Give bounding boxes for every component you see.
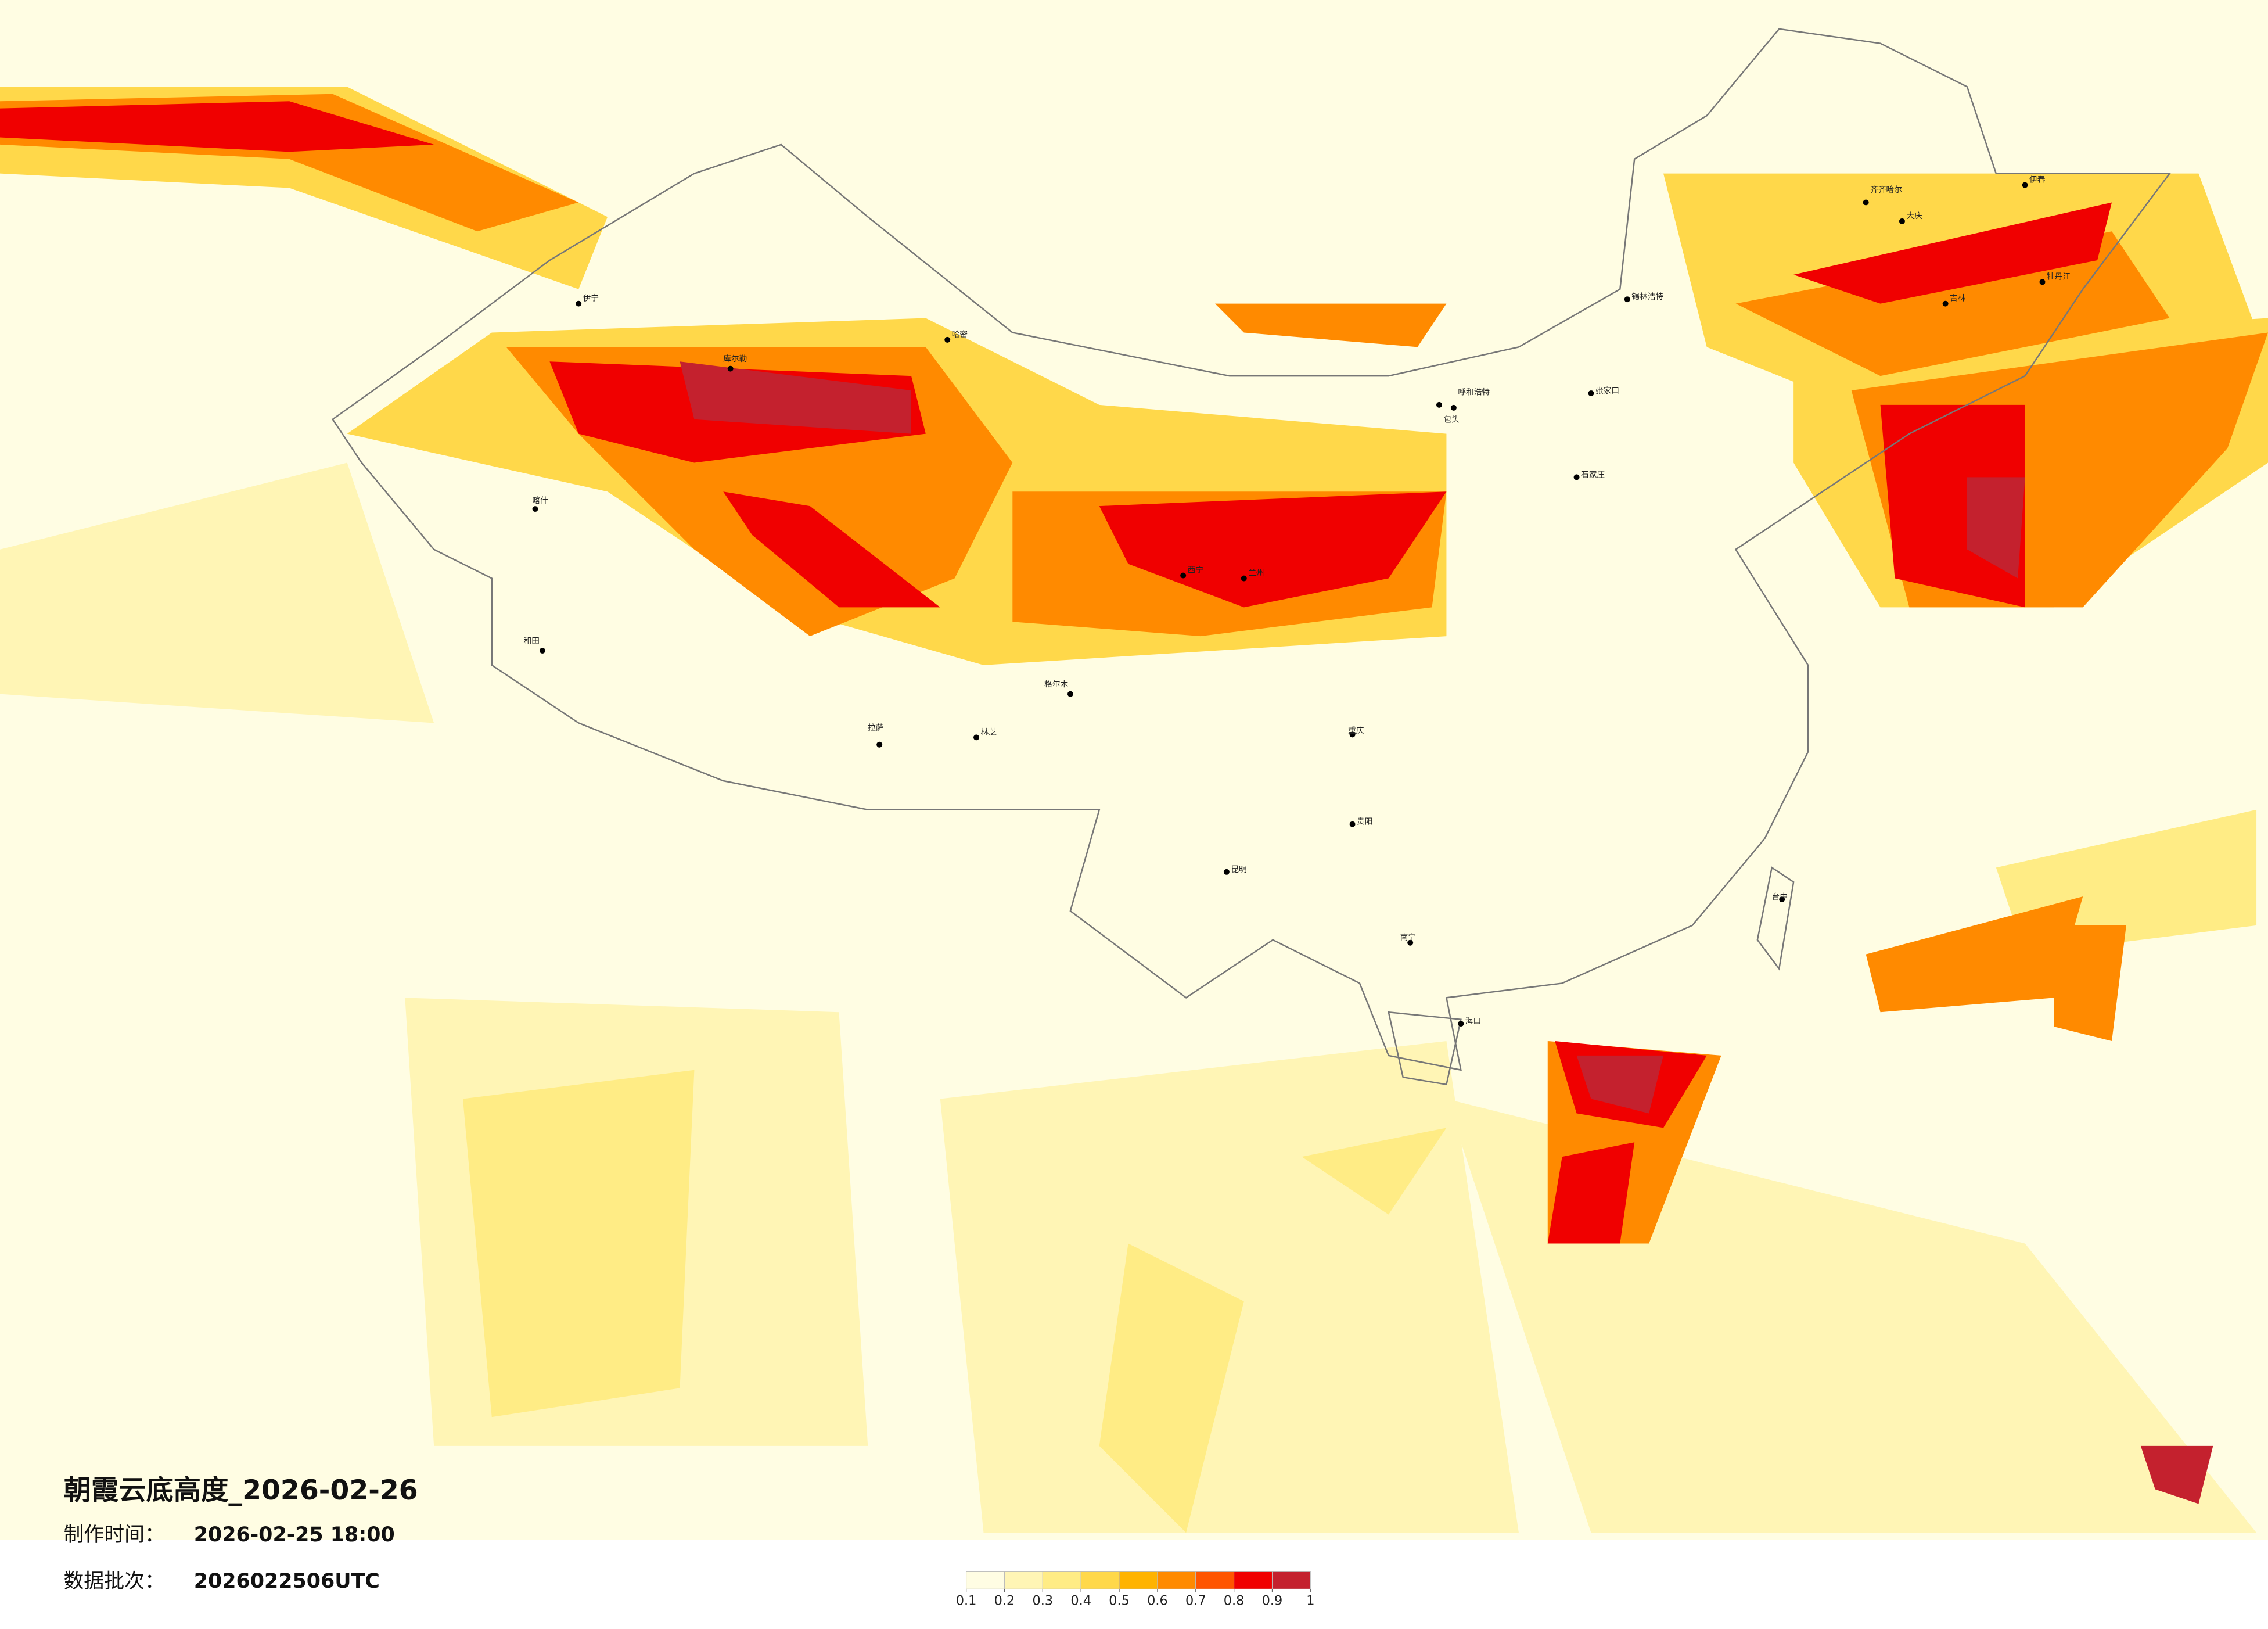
colorbar: 0.1 0.2 0.3 0.4 0.5 0.6 0.7 0.8 0.9 1 (956, 1571, 1314, 1609)
colorbar-tick-label: 0.9 (1262, 1594, 1283, 1609)
data-batch-value: 2026022506UTC (194, 1570, 380, 1593)
map-title: 朝霞云底高度_2026-02-26 (64, 1474, 418, 1506)
colorbar-tick-label: 0.2 (994, 1594, 1015, 1609)
city-label: 格尔木 (1044, 680, 1068, 689)
colorbar-tick-label: 0.5 (1109, 1594, 1130, 1609)
city-label: 锡林浩特 (1631, 292, 1663, 302)
colorbar-bin (1080, 1571, 1120, 1589)
production-time-label: 制作时间： (64, 1523, 165, 1547)
city-label: 伊宁 (583, 293, 599, 303)
city-label: 昆明 (1231, 865, 1246, 874)
city-label: 包头 (1443, 415, 1459, 425)
colorbar-bin (1271, 1571, 1311, 1589)
colorbar-tick-label: 0.6 (1147, 1594, 1168, 1609)
colorbar-bin (1157, 1571, 1196, 1589)
colorbar-tick-label: 0.7 (1185, 1594, 1206, 1609)
colorbar-bin (1042, 1571, 1081, 1589)
city-label: 西宁 (1188, 565, 1203, 575)
city-label: 台中 (1772, 892, 1788, 902)
cloud-field (0, 0, 2268, 1540)
city-label: 林芝 (981, 727, 997, 737)
city-label: 和田 (524, 637, 540, 646)
city-label: 拉萨 (868, 723, 883, 733)
city-label: 喀什 (532, 496, 548, 505)
city-label: 贵阳 (1357, 817, 1372, 827)
colorbar-tick-label: 1 (1306, 1594, 1314, 1609)
city-markers: 哈密 伊宁 库尔勒 喀什 和田 格尔木 西宁 兰州 呼和浩特 包头 张家口 石家… (524, 175, 2071, 1027)
colorbar-tick-label: 0.1 (956, 1594, 977, 1609)
city-label: 石家庄 (1581, 469, 1605, 479)
colorbar-tick-label: 0.4 (1070, 1594, 1091, 1609)
city-label: 吉林 (1950, 294, 1966, 303)
colorbar-bin (1004, 1571, 1043, 1589)
china-boundary (332, 28, 2172, 1086)
city-label: 牡丹江 (2047, 272, 2071, 281)
city-label: 哈密 (952, 329, 968, 339)
city-label: 大庆 (1906, 211, 1922, 221)
city-label: 南宁 (1400, 932, 1416, 942)
colorbar-bin (1234, 1571, 1273, 1589)
colorbar-bin (1119, 1571, 1158, 1589)
city-label: 齐齐哈尔 (1870, 185, 1902, 195)
colorbar-bin (1195, 1571, 1235, 1589)
city-label: 张家口 (1595, 386, 1619, 396)
production-time-value: 2026-02-25 18:00 (194, 1523, 395, 1547)
colorbar-tick-label: 0.3 (1033, 1594, 1054, 1609)
colorbar-tick-label: 0.8 (1224, 1594, 1245, 1609)
colorbar-bin (966, 1571, 1005, 1589)
city-label: 伊春 (2029, 175, 2046, 185)
city-label: 兰州 (1248, 569, 1264, 578)
city-label: 重庆 (1348, 726, 1364, 735)
data-batch-label: 数据批次： (64, 1570, 165, 1593)
city-label: 呼和浩特 (1458, 387, 1490, 397)
city-label: 海口 (1465, 1017, 1481, 1026)
city-label: 库尔勒 (723, 354, 747, 364)
